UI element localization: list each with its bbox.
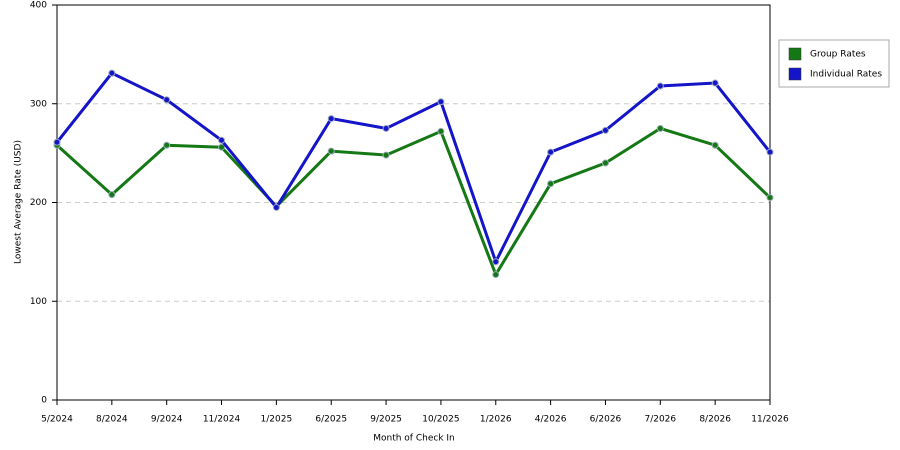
point bbox=[601, 126, 609, 134]
y-tick-label: 200 bbox=[30, 198, 47, 208]
point bbox=[601, 159, 609, 167]
x-tick-label: 4/2026 bbox=[535, 415, 567, 425]
point bbox=[163, 141, 171, 149]
legend-label: Individual Rates bbox=[810, 70, 882, 80]
point bbox=[272, 203, 280, 211]
x-tick-label: 6/2026 bbox=[590, 415, 622, 425]
point bbox=[492, 258, 500, 266]
y-tick-label: 0 bbox=[41, 396, 47, 406]
x-tick-label: 11/2026 bbox=[751, 415, 789, 425]
point bbox=[437, 127, 445, 135]
x-axis-title: Month of Check In bbox=[373, 434, 455, 444]
y-tick-label: 100 bbox=[30, 297, 47, 307]
x-tick-label: 10/2025 bbox=[422, 415, 459, 425]
point bbox=[108, 191, 116, 199]
y-tick-label: 300 bbox=[30, 99, 47, 109]
legend-swatch bbox=[788, 67, 802, 81]
point bbox=[53, 138, 61, 146]
point bbox=[327, 147, 335, 155]
point bbox=[382, 124, 390, 132]
x-tick-label: 6/2025 bbox=[315, 415, 347, 425]
point bbox=[656, 82, 664, 90]
point bbox=[711, 79, 719, 87]
series-line bbox=[55, 126, 772, 278]
x-tick-label: 8/2026 bbox=[699, 415, 731, 425]
x-tick-label: 1/2026 bbox=[480, 415, 512, 425]
point bbox=[766, 194, 774, 202]
legend-swatch bbox=[788, 47, 802, 61]
legend-label: Group Rates bbox=[810, 50, 866, 60]
point bbox=[766, 148, 774, 156]
point bbox=[218, 143, 226, 151]
point bbox=[327, 115, 335, 123]
point bbox=[492, 271, 500, 279]
point bbox=[163, 96, 171, 104]
y-axis-title: Lowest Average Rate (USD) bbox=[14, 140, 24, 264]
point bbox=[547, 148, 555, 156]
point bbox=[108, 69, 116, 77]
point bbox=[711, 141, 719, 149]
point bbox=[437, 98, 445, 106]
x-tick-label: 11/2024 bbox=[203, 415, 241, 425]
point bbox=[218, 136, 226, 144]
y-tick-label: 400 bbox=[30, 1, 47, 11]
x-tick-label: 9/2025 bbox=[370, 415, 402, 425]
x-tick-label: 8/2024 bbox=[96, 415, 128, 425]
plot-frame bbox=[56, 4, 771, 401]
x-tick-label: 9/2024 bbox=[151, 415, 183, 425]
x-tick-label: 7/2026 bbox=[644, 415, 676, 425]
x-tick-label: 1/2025 bbox=[261, 415, 293, 425]
series-line bbox=[55, 71, 772, 266]
point bbox=[547, 180, 555, 188]
point bbox=[382, 151, 390, 159]
point bbox=[656, 124, 664, 132]
x-tick-label: 5/2024 bbox=[41, 415, 73, 425]
